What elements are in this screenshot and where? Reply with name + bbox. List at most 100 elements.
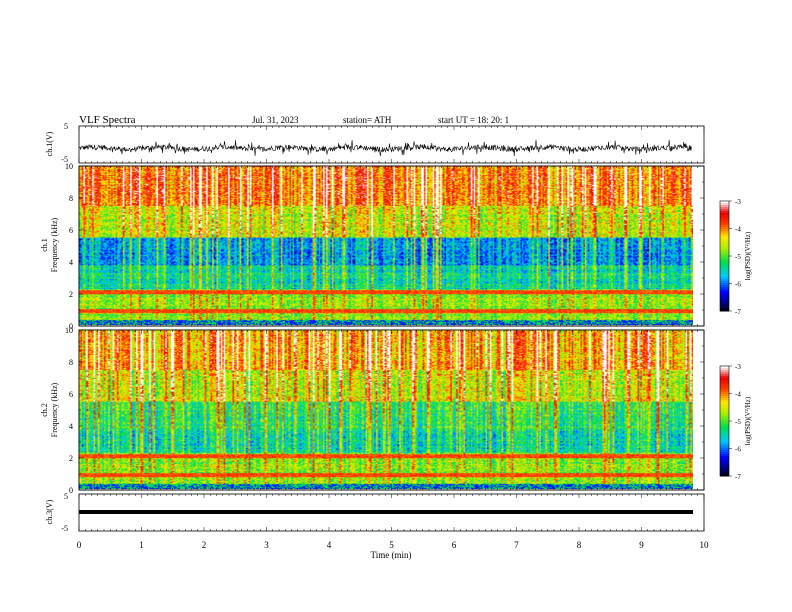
colorbar-segment (720, 227, 729, 230)
colorbar-segment (720, 223, 729, 226)
colorbar-segment (720, 277, 729, 280)
colorbar-segment (720, 205, 729, 208)
colorbar-segment (720, 301, 729, 304)
colorbar-tick-label: -3 (735, 198, 741, 206)
colorbar-segment (720, 215, 729, 218)
colorbar-segment (720, 267, 729, 270)
colorbar-segment (720, 241, 729, 244)
colorbar-segment (720, 368, 729, 371)
colorbar-segment (720, 247, 729, 250)
colorbar-segment (720, 211, 729, 214)
y-tick-label: 0 (69, 486, 73, 495)
y-tick-label: 4 (69, 422, 73, 431)
colorbar-segment (720, 384, 729, 387)
colorbar-segment (720, 450, 729, 453)
ch3-ytick-top: 5 (64, 492, 68, 501)
x-tick-label: 3 (264, 540, 269, 550)
colorbar-segment (720, 428, 729, 431)
colorbar-segment (720, 295, 729, 298)
colorbar-segment (720, 305, 729, 308)
colorbar-segment (720, 253, 729, 256)
colorbar-segment (720, 402, 729, 405)
colorbar-segment (720, 229, 729, 232)
x-tick-label: 8 (577, 540, 582, 550)
colorbar-segment (720, 380, 729, 383)
ch1-spec-xticks (78, 166, 705, 326)
colorbar-segment (720, 434, 729, 437)
colorbar-segment (720, 275, 729, 278)
colorbar-segment (720, 396, 729, 399)
colorbar-segment (720, 386, 729, 389)
colorbar-segment (720, 472, 729, 475)
colorbar-segment (720, 231, 729, 234)
colorbar-segment (720, 307, 729, 310)
colorbar-segment (720, 458, 729, 461)
colorbar-segment (720, 446, 729, 449)
ch1-wave-xticks (78, 126, 705, 163)
colorbar-segment (720, 382, 729, 385)
colorbar-segment (720, 378, 729, 381)
colorbar-segment (720, 404, 729, 407)
colorbar-ch1: -3 -4 -5 -6 -7 log(PSD)(V²/Hz) (719, 198, 752, 316)
colorbar-segment (720, 249, 729, 252)
colorbar-segment (720, 255, 729, 258)
colorbar-segment (720, 221, 729, 224)
colorbar-segment (720, 410, 729, 413)
colorbar-segment (720, 460, 729, 463)
colorbar-segment (720, 239, 729, 242)
colorbar-segment (720, 394, 729, 397)
y-tick-label: 8 (69, 358, 73, 367)
colorbar-segment (720, 438, 729, 441)
colorbar-segment (720, 273, 729, 276)
colorbar-segment (720, 281, 729, 284)
colorbar-segment (720, 456, 729, 459)
colorbar-segment (720, 207, 729, 210)
colorbar-segment (720, 418, 729, 421)
colorbar-segment (720, 420, 729, 423)
colorbar-segment (720, 237, 729, 240)
ch3-wave-xticks (78, 494, 705, 531)
colorbar-segment (720, 245, 729, 248)
colorbar-segment (720, 291, 729, 294)
colorbar-ch2: -3 -4 -5 -6 -7 log(PSD)(V²/Hz) (719, 363, 752, 481)
colorbar-segment (720, 422, 729, 425)
x-tick-label: 4 (327, 540, 332, 550)
ch1-spectrogram-image (79, 166, 693, 325)
y-tick-label: 8 (69, 194, 73, 203)
y-tick-label: 10 (65, 162, 73, 171)
colorbar-segment (720, 462, 729, 465)
colorbar-segment (720, 283, 729, 286)
y-tick-label: 6 (69, 226, 73, 235)
colorbar-segment (720, 442, 729, 445)
colorbar-segment (720, 261, 729, 264)
y-tick-label: 6 (69, 390, 73, 399)
colorbar-segment (720, 416, 729, 419)
x-tick-labels: 0 1 2 3 4 5 6 7 8 9 10 (77, 540, 709, 550)
colorbar-segment (720, 219, 729, 222)
ch3-waveform-line (79, 510, 693, 514)
colorbar-segment (720, 474, 729, 477)
colorbar-segment (720, 406, 729, 409)
colorbar-segment (720, 251, 729, 254)
colorbar-segment (720, 424, 729, 427)
ch1-waveform-line (78, 139, 692, 157)
colorbar-segment (720, 263, 729, 266)
colorbar-segment (720, 287, 729, 290)
colorbar-segment (720, 293, 729, 296)
colorbar-segment (720, 468, 729, 471)
colorbar-tick-label: -7 (735, 308, 741, 316)
colorbar-segment (720, 285, 729, 288)
colorbar-segment (720, 209, 729, 212)
x-tick-label: 7 (514, 540, 519, 550)
x-tick-label: 1 (139, 540, 144, 550)
colorbar-segment (720, 470, 729, 473)
ch1-spec-ylabel-a: ch.1 (40, 238, 49, 252)
colorbar-segment (720, 265, 729, 268)
colorbar-segment (720, 243, 729, 246)
colorbar-segment (720, 388, 729, 391)
colorbar-segment (720, 225, 729, 228)
colorbar-segment (720, 392, 729, 395)
ch2-spectrogram-panel: 0 2 4 6 8 10 ch.2 Frequency (kHz) (40, 326, 705, 495)
colorbar-segment (720, 233, 729, 236)
